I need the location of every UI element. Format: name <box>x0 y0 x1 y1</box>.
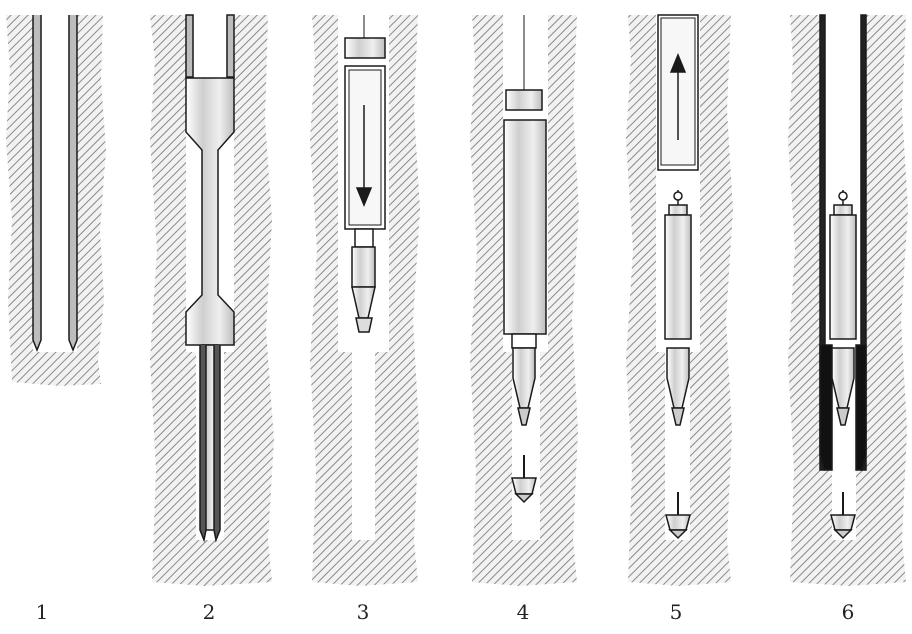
casing-2 <box>185 14 235 543</box>
step-4-panel <box>470 15 579 586</box>
down-arrow-icon <box>355 187 373 207</box>
up-arrow-icon <box>669 53 687 73</box>
soil-6 <box>788 15 908 586</box>
soil-4 <box>470 15 579 586</box>
core-barrel-6 <box>829 190 857 540</box>
soil-1 <box>6 15 106 386</box>
soil-5 <box>626 15 733 586</box>
core-barrel-4 <box>503 15 547 504</box>
casing-6 <box>819 14 867 471</box>
soil-3 <box>310 15 420 586</box>
core-barrel-5 <box>657 14 699 540</box>
step-label-4: 4 <box>516 600 530 624</box>
step-2-panel <box>150 14 274 586</box>
soil-2 <box>150 15 274 586</box>
step-6-panel <box>788 14 908 586</box>
core-barrel-3 <box>344 15 386 333</box>
step-1-panel <box>6 15 106 386</box>
borehole-3-lower <box>352 352 375 540</box>
step-label-2: 2 <box>202 600 216 624</box>
step-label-1: 1 <box>35 600 49 624</box>
step-label-6: 6 <box>841 600 855 624</box>
step-3-panel <box>310 15 420 586</box>
step-label-3: 3 <box>356 600 370 624</box>
step-5-panel <box>626 14 733 586</box>
step-label-5: 5 <box>669 600 683 624</box>
casing-1 <box>32 15 78 353</box>
